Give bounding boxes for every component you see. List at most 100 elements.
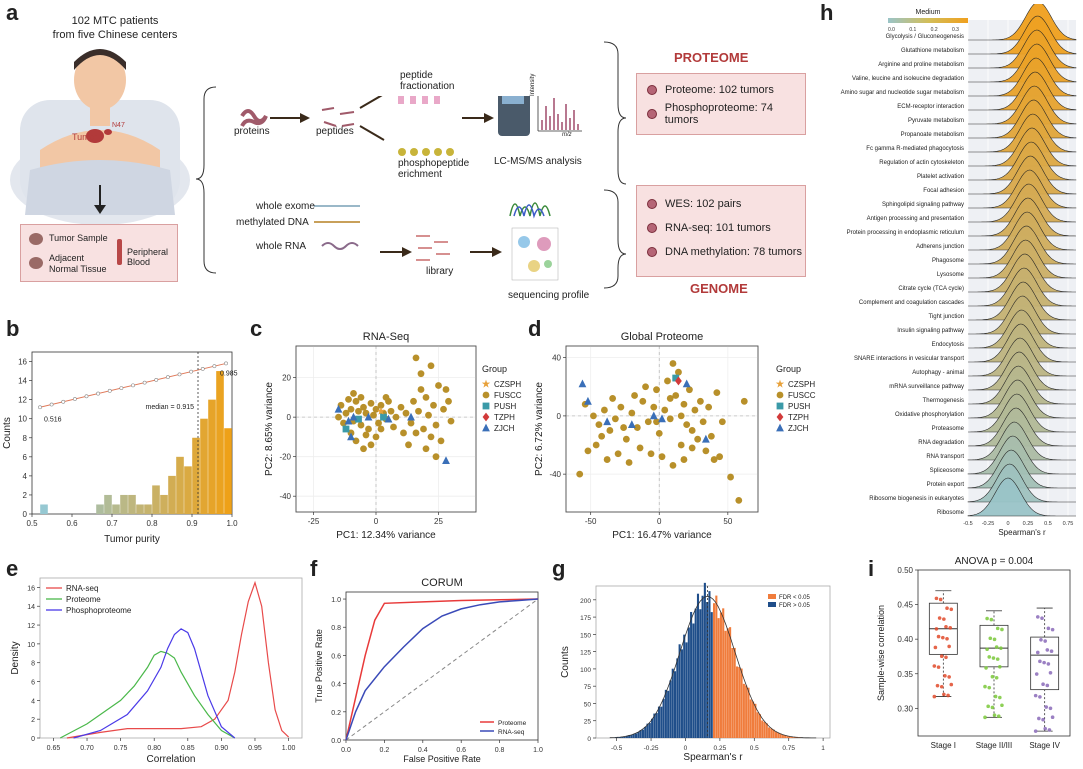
x-tick-label: 0.5 (26, 519, 38, 528)
intensity-label: Intensity (530, 73, 536, 96)
ridge-density (968, 43, 1077, 83)
jitter-point (932, 664, 937, 668)
jitter-point (992, 637, 997, 642)
scatter-point (380, 413, 387, 421)
legend-label: TZPH (494, 413, 515, 422)
panel-label-d: d (528, 316, 542, 341)
histogram-bar (742, 683, 745, 738)
pathway-label: Phagosome (932, 258, 965, 264)
x-tick-label: 1.0 (226, 519, 238, 528)
y-tick-label: 0 (557, 412, 562, 421)
scatter-point (349, 412, 358, 421)
scatter-point (611, 415, 619, 423)
scatter-point (716, 453, 723, 461)
pathway-label: Pyruvate metabolism (908, 118, 964, 124)
scatter-point (682, 379, 691, 388)
x-axis-label: Correlation (147, 754, 196, 765)
jitter-point (949, 682, 954, 687)
legend-tick-label: 0.1 (909, 27, 916, 33)
histogram-bar (674, 671, 677, 738)
legend-label: TZPH (788, 413, 809, 422)
histogram-bar (639, 730, 642, 738)
histogram-bar (722, 608, 725, 738)
y-tick-label: 1.0 (331, 597, 341, 604)
histogram-bar (735, 666, 739, 738)
scatter-point (415, 407, 422, 415)
legend-title: Group (776, 364, 801, 374)
pathway-label: Glutathione metabolism (901, 48, 964, 54)
enrichment-label-1: phosphopeptide (398, 158, 470, 169)
scatter-point (412, 354, 420, 362)
library-icon (416, 235, 450, 261)
jitter-point (948, 626, 953, 630)
histogram-bar (772, 729, 775, 738)
jitter-point (1035, 650, 1040, 655)
adjacent-label: Adjacent (49, 253, 85, 263)
normal-tissue-icon (29, 257, 43, 269)
scatter-point (447, 417, 455, 425)
spectrum-icon (541, 98, 579, 130)
x-tick-label: 0.25 (1023, 521, 1034, 527)
histogram-bar (641, 729, 644, 738)
jitter-point (995, 657, 1000, 661)
pathway-label: Tight junction (929, 314, 964, 320)
legend-label: CZSPH (494, 380, 521, 389)
panel-label-f: f (310, 556, 318, 581)
scatter-point (672, 392, 680, 399)
box-iqr (979, 624, 1009, 668)
scatter-point (402, 409, 410, 417)
jitter-point (934, 627, 939, 631)
histogram-bar (692, 623, 695, 738)
scatter-point (377, 425, 385, 433)
scatter-point (357, 421, 365, 429)
normal-tissue-label: Normal Tissue (49, 264, 107, 274)
cumulative-point (212, 364, 217, 369)
histogram-bar (761, 720, 764, 738)
methylation-item: DNA methylation: 78 tumors (637, 240, 805, 264)
legend-label: RNA-seq (66, 584, 98, 593)
scatter-point (710, 456, 718, 463)
scatter-point (625, 459, 633, 466)
scatter-point (347, 432, 355, 441)
ridge-density (967, 421, 1076, 461)
peptides-label: peptides (316, 126, 354, 137)
jitter-point (999, 646, 1003, 650)
scatter-point (675, 376, 682, 386)
histogram-bar (120, 494, 128, 514)
jitter-point (996, 714, 1001, 719)
line-start-label: 0.516 (44, 416, 62, 423)
legend-label: FDR > 0.05 (779, 603, 811, 609)
jitter-point (1049, 649, 1054, 653)
tumor-sample-label: Tumor Sample (49, 233, 108, 243)
y-tick-label: 2 (31, 717, 35, 724)
chart-corum-roc: 0.0 0.2 0.4 0.6 0.8 1.0 0.0 0.2 0.4 0.6 0.8 1.0 Fals… (314, 577, 543, 764)
jitter-point (943, 674, 947, 678)
scatter-point (407, 412, 415, 421)
y-tick-label: 200 (580, 598, 591, 605)
jitter-point (945, 636, 949, 641)
pathway-label: Platelet activation (917, 174, 964, 180)
x-tick-label: -0.5 (963, 521, 972, 527)
down-arrow-icon (94, 185, 106, 214)
scatter-point (435, 382, 442, 389)
histogram-bar (745, 685, 748, 738)
cumulative-point (177, 372, 182, 377)
pathway-label: Spliceosome (930, 468, 965, 474)
histogram-bar (763, 721, 766, 738)
pathway-label: Amino sugar and nucleotide sugar metabol… (841, 90, 964, 96)
pathway-label: RNA transport (926, 454, 964, 460)
ridge-density (967, 407, 1076, 447)
scatter-point (688, 444, 696, 452)
x-tick-label: 0.8 (495, 747, 505, 754)
histogram-bar (653, 713, 656, 738)
enrichment-beads-icon (398, 148, 454, 156)
scatter-point (430, 401, 437, 409)
y-tick-label: 0 (31, 736, 35, 743)
histogram-bar (754, 703, 757, 738)
histogram-bar (623, 736, 626, 738)
cumulative-point (107, 388, 112, 393)
ridge-density (968, 99, 1077, 139)
scatter-point (342, 425, 350, 433)
y-tick-label: 12 (27, 623, 35, 630)
cumulative-point (142, 380, 147, 385)
